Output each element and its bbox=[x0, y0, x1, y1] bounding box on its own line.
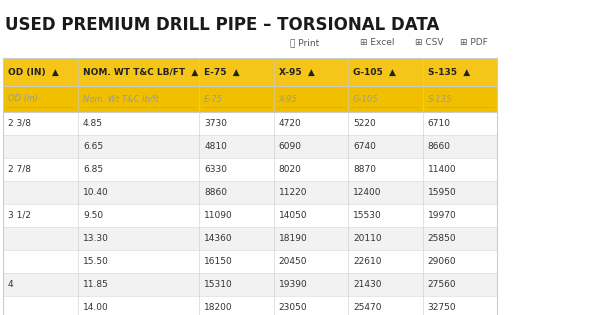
Text: NOM. WT T&C LB/FT  ▲: NOM. WT T&C LB/FT ▲ bbox=[83, 67, 198, 77]
Text: G-105: G-105 bbox=[353, 94, 379, 104]
Text: 5220: 5220 bbox=[353, 119, 376, 128]
Text: ⊞ PDF: ⊞ PDF bbox=[460, 38, 488, 47]
Bar bbox=[3, 135, 497, 158]
Text: 15310: 15310 bbox=[204, 280, 233, 289]
Text: 8660: 8660 bbox=[428, 142, 451, 151]
Text: 13.30: 13.30 bbox=[83, 234, 109, 243]
Text: 20450: 20450 bbox=[278, 257, 307, 266]
Text: X-95: X-95 bbox=[278, 94, 298, 104]
Text: 9.50: 9.50 bbox=[83, 211, 103, 220]
Text: 32750: 32750 bbox=[428, 303, 456, 312]
Bar bbox=[3, 112, 497, 135]
Text: 4720: 4720 bbox=[278, 119, 301, 128]
Bar bbox=[3, 158, 497, 181]
Text: 21430: 21430 bbox=[353, 280, 382, 289]
Text: E-75  ▲: E-75 ▲ bbox=[204, 67, 240, 77]
Text: 8870: 8870 bbox=[353, 165, 376, 174]
Text: 18200: 18200 bbox=[204, 303, 233, 312]
Text: OD (in): OD (in) bbox=[8, 94, 38, 104]
Text: 6710: 6710 bbox=[428, 119, 451, 128]
Bar bbox=[3, 227, 497, 250]
Text: ⊞ CSV: ⊞ CSV bbox=[415, 38, 443, 47]
Bar bbox=[3, 86, 497, 112]
Text: 6.85: 6.85 bbox=[83, 165, 103, 174]
Text: Nom. Wt T&C lb/ft: Nom. Wt T&C lb/ft bbox=[83, 94, 159, 104]
Bar bbox=[3, 296, 497, 315]
Text: 16150: 16150 bbox=[204, 257, 233, 266]
Text: 2 3/8: 2 3/8 bbox=[8, 119, 31, 128]
Text: 11090: 11090 bbox=[204, 211, 233, 220]
Text: 11220: 11220 bbox=[278, 188, 307, 197]
Text: 14.00: 14.00 bbox=[83, 303, 109, 312]
Text: 29060: 29060 bbox=[428, 257, 456, 266]
Text: S-135  ▲: S-135 ▲ bbox=[428, 67, 470, 77]
Text: 8020: 8020 bbox=[278, 165, 302, 174]
Text: 4: 4 bbox=[8, 280, 14, 289]
Text: 15.50: 15.50 bbox=[83, 257, 109, 266]
Text: G-105  ▲: G-105 ▲ bbox=[353, 67, 396, 77]
Text: 20110: 20110 bbox=[353, 234, 382, 243]
Text: X-95  ▲: X-95 ▲ bbox=[278, 67, 314, 77]
Text: 14050: 14050 bbox=[278, 211, 307, 220]
Text: 3 1/2: 3 1/2 bbox=[8, 211, 31, 220]
Text: 25470: 25470 bbox=[353, 303, 382, 312]
Text: ⎙ Print: ⎙ Print bbox=[290, 38, 319, 47]
Text: 12400: 12400 bbox=[353, 188, 382, 197]
Text: 11.85: 11.85 bbox=[83, 280, 109, 289]
Text: 10.40: 10.40 bbox=[83, 188, 109, 197]
Text: 25850: 25850 bbox=[428, 234, 456, 243]
Text: 3730: 3730 bbox=[204, 119, 227, 128]
Text: 19970: 19970 bbox=[428, 211, 457, 220]
Bar bbox=[3, 250, 497, 273]
Bar bbox=[3, 58, 497, 86]
Text: S-135: S-135 bbox=[428, 94, 452, 104]
Text: OD (IN)  ▲: OD (IN) ▲ bbox=[8, 67, 59, 77]
Text: 22610: 22610 bbox=[353, 257, 382, 266]
Text: 15530: 15530 bbox=[353, 211, 382, 220]
Text: 14360: 14360 bbox=[204, 234, 233, 243]
Text: ⊞ Excel: ⊞ Excel bbox=[360, 38, 395, 47]
Bar bbox=[3, 181, 497, 204]
Text: 8860: 8860 bbox=[204, 188, 227, 197]
Text: 11400: 11400 bbox=[428, 165, 456, 174]
Text: 23050: 23050 bbox=[278, 303, 307, 312]
Bar bbox=[3, 204, 497, 227]
Text: 4810: 4810 bbox=[204, 142, 227, 151]
Text: USED PREMIUM DRILL PIPE – TORSIONAL DATA: USED PREMIUM DRILL PIPE – TORSIONAL DATA bbox=[5, 16, 439, 34]
Bar bbox=[3, 273, 497, 296]
Text: 4.85: 4.85 bbox=[83, 119, 103, 128]
Text: 18190: 18190 bbox=[278, 234, 307, 243]
Text: 6090: 6090 bbox=[278, 142, 302, 151]
Text: 15950: 15950 bbox=[428, 188, 457, 197]
Text: E-75: E-75 bbox=[204, 94, 223, 104]
Text: 6740: 6740 bbox=[353, 142, 376, 151]
Text: 6330: 6330 bbox=[204, 165, 227, 174]
Text: 19390: 19390 bbox=[278, 280, 307, 289]
Text: 2 7/8: 2 7/8 bbox=[8, 165, 31, 174]
Text: 27560: 27560 bbox=[428, 280, 456, 289]
Text: 6.65: 6.65 bbox=[83, 142, 103, 151]
